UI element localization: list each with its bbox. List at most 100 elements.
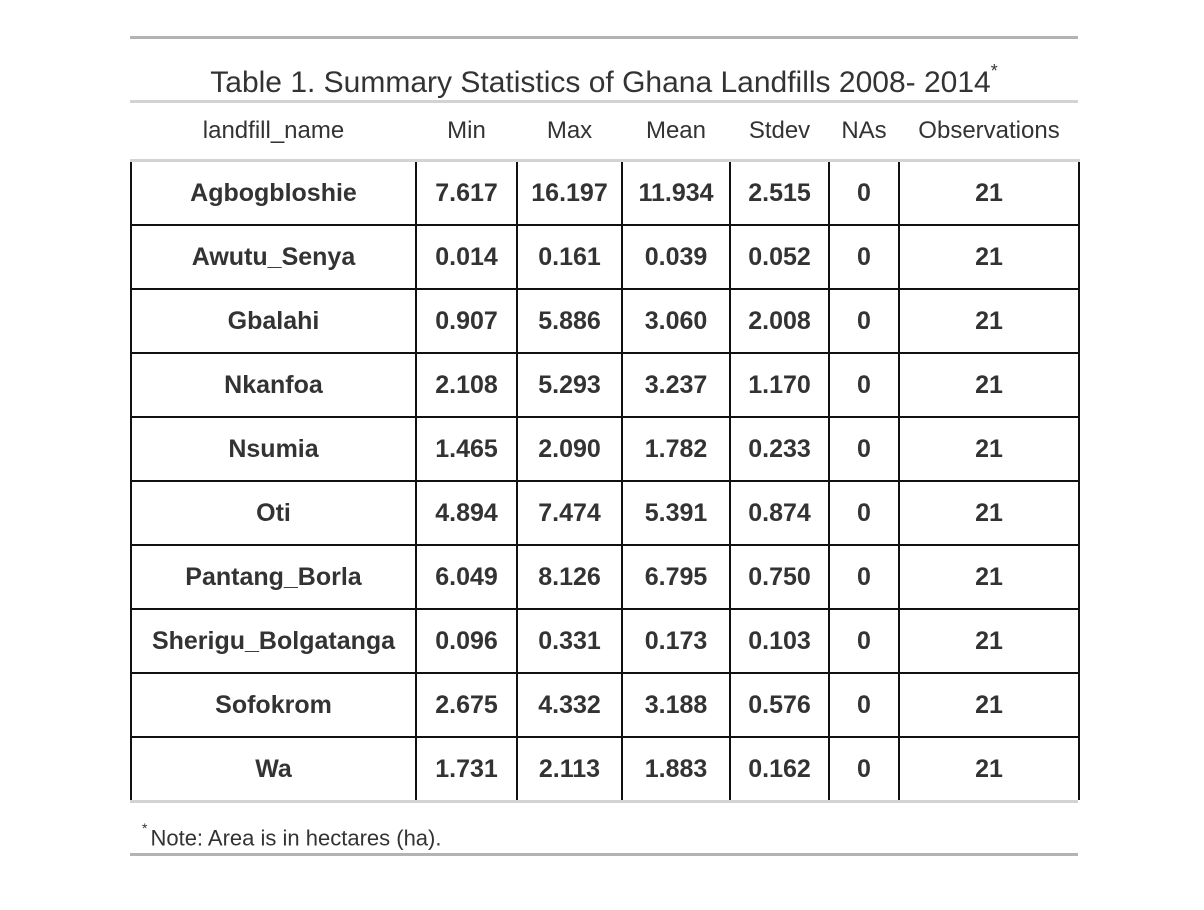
stat-cell: 0 bbox=[828, 288, 900, 354]
table-row: Wa 1.731 2.113 1.883 0.162 0 21 bbox=[130, 736, 1080, 800]
stat-cell: 1.731 bbox=[415, 736, 518, 800]
landfill-name-cell: Wa bbox=[130, 736, 417, 800]
column-header: Observations bbox=[899, 103, 1079, 162]
column-header: Mean bbox=[622, 103, 730, 162]
landfill-name-cell: Gbalahi bbox=[130, 288, 417, 354]
stat-cell: 6.049 bbox=[415, 544, 518, 610]
stat-cell: 0.103 bbox=[729, 608, 830, 674]
stat-cell: 1.465 bbox=[415, 416, 518, 482]
stat-cell: 0 bbox=[828, 480, 900, 546]
stat-cell: 4.894 bbox=[415, 480, 518, 546]
landfill-name-cell: Nsumia bbox=[130, 416, 417, 482]
stat-cell: 0.014 bbox=[415, 224, 518, 290]
stat-cell: 21 bbox=[898, 159, 1080, 226]
column-header: Min bbox=[416, 103, 517, 162]
stat-cell: 0 bbox=[828, 224, 900, 290]
data-table: landfill_name Min Max Mean Stdev NAs Observati… bbox=[130, 103, 1080, 800]
table-title: Table 1. Summary Statistics of Ghana Lan… bbox=[130, 39, 1078, 103]
stat-cell: 11.934 bbox=[621, 159, 731, 226]
stat-cell: 3.060 bbox=[621, 288, 731, 354]
table-body: Agbogbloshie 7.617 16.197 11.934 2.515 0 21 Awu… bbox=[130, 159, 1080, 800]
stat-cell: 3.237 bbox=[621, 352, 731, 418]
table-row: Oti 4.894 7.474 5.391 0.874 0 21 bbox=[130, 480, 1080, 546]
stat-cell: 21 bbox=[898, 480, 1080, 546]
landfill-name-cell: Awutu_Senya bbox=[130, 224, 417, 290]
stat-cell: 0.331 bbox=[516, 608, 623, 674]
landfill-name-cell: Nkanfoa bbox=[130, 352, 417, 418]
landfill-name-cell: Oti bbox=[130, 480, 417, 546]
stat-cell: 2.113 bbox=[516, 736, 623, 800]
stat-cell: 21 bbox=[898, 672, 1080, 738]
stat-cell: 0.576 bbox=[729, 672, 830, 738]
table-row: Awutu_Senya 0.014 0.161 0.039 0.052 0 21 bbox=[130, 224, 1080, 290]
stat-cell: 2.008 bbox=[729, 288, 830, 354]
footnote-marker: * bbox=[142, 820, 148, 836]
stat-cell: 21 bbox=[898, 352, 1080, 418]
table-bottom-rule bbox=[130, 800, 1078, 803]
stat-cell: 0 bbox=[828, 416, 900, 482]
stat-cell: 0 bbox=[828, 736, 900, 800]
stat-cell: 0.161 bbox=[516, 224, 623, 290]
stat-cell: 1.782 bbox=[621, 416, 731, 482]
stat-cell: 0.162 bbox=[729, 736, 830, 800]
table-row: Nkanfoa 2.108 5.293 3.237 1.170 0 21 bbox=[130, 352, 1080, 418]
stat-cell: 0.096 bbox=[415, 608, 518, 674]
stat-cell: 21 bbox=[898, 416, 1080, 482]
table-row: Nsumia 1.465 2.090 1.782 0.233 0 21 bbox=[130, 416, 1080, 482]
table-title-text: Table 1. Summary Statistics of Ghana Lan… bbox=[210, 66, 991, 99]
footnote-text: Note: Area is in hectares (ha). bbox=[150, 825, 442, 851]
table-header: landfill_name Min Max Mean Stdev NAs Observati… bbox=[131, 103, 1079, 162]
stat-cell: 2.675 bbox=[415, 672, 518, 738]
landfill-name-cell: Sofokrom bbox=[130, 672, 417, 738]
stat-cell: 0 bbox=[828, 608, 900, 674]
landfill-name-cell: Pantang_Borla bbox=[130, 544, 417, 610]
stat-cell: 2.515 bbox=[729, 159, 830, 226]
stat-cell: 0 bbox=[828, 159, 900, 226]
stat-cell: 0 bbox=[828, 672, 900, 738]
stat-cell: 5.886 bbox=[516, 288, 623, 354]
header-row: landfill_name Min Max Mean Stdev NAs Observati… bbox=[131, 103, 1079, 162]
stat-cell: 16.197 bbox=[516, 159, 623, 226]
stat-cell: 21 bbox=[898, 544, 1080, 610]
stat-cell: 0.874 bbox=[729, 480, 830, 546]
stat-cell: 0.907 bbox=[415, 288, 518, 354]
column-header: NAs bbox=[829, 103, 899, 162]
table-row: Pantang_Borla 6.049 8.126 6.795 0.750 0 21 bbox=[130, 544, 1080, 610]
stat-cell: 2.108 bbox=[415, 352, 518, 418]
stat-cell: 0.233 bbox=[729, 416, 830, 482]
summary-table: Table 1. Summary Statistics of Ghana Lan… bbox=[130, 36, 1080, 856]
stat-cell: 4.332 bbox=[516, 672, 623, 738]
stat-cell: 2.090 bbox=[516, 416, 623, 482]
stat-cell: 0.039 bbox=[621, 224, 731, 290]
stat-cell: 21 bbox=[898, 608, 1080, 674]
table-row: Agbogbloshie 7.617 16.197 11.934 2.515 0 21 bbox=[130, 159, 1080, 226]
table-footnote: * Note: Area is in hectares (ha). bbox=[130, 803, 1078, 856]
title-footnote-marker: * bbox=[990, 61, 998, 81]
column-header: Stdev bbox=[730, 103, 829, 162]
table-row: Sherigu_Bolgatanga 0.096 0.331 0.173 0.103 0 2… bbox=[130, 608, 1080, 674]
stat-cell: 21 bbox=[898, 288, 1080, 354]
stat-cell: 8.126 bbox=[516, 544, 623, 610]
stat-cell: 5.391 bbox=[621, 480, 731, 546]
landfill-name-cell: Agbogbloshie bbox=[130, 159, 417, 226]
stat-cell: 0 bbox=[828, 352, 900, 418]
column-header: landfill_name bbox=[131, 103, 416, 162]
stat-cell: 21 bbox=[898, 224, 1080, 290]
stat-cell: 6.795 bbox=[621, 544, 731, 610]
landfill-name-cell: Sherigu_Bolgatanga bbox=[130, 608, 417, 674]
stat-cell: 7.617 bbox=[415, 159, 518, 226]
stat-cell: 0 bbox=[828, 544, 900, 610]
stat-cell: 5.293 bbox=[516, 352, 623, 418]
table-row: Gbalahi 0.907 5.886 3.060 2.008 0 21 bbox=[130, 288, 1080, 354]
stat-cell: 1.170 bbox=[729, 352, 830, 418]
stat-cell: 7.474 bbox=[516, 480, 623, 546]
stat-cell: 3.188 bbox=[621, 672, 731, 738]
table-top-rule bbox=[130, 36, 1078, 39]
stat-cell: 1.883 bbox=[621, 736, 731, 800]
stat-cell: 21 bbox=[898, 736, 1080, 800]
stat-cell: 0.750 bbox=[729, 544, 830, 610]
stat-cell: 0.052 bbox=[729, 224, 830, 290]
stat-cell: 0.173 bbox=[621, 608, 731, 674]
column-header: Max bbox=[517, 103, 622, 162]
table-row: Sofokrom 2.675 4.332 3.188 0.576 0 21 bbox=[130, 672, 1080, 738]
